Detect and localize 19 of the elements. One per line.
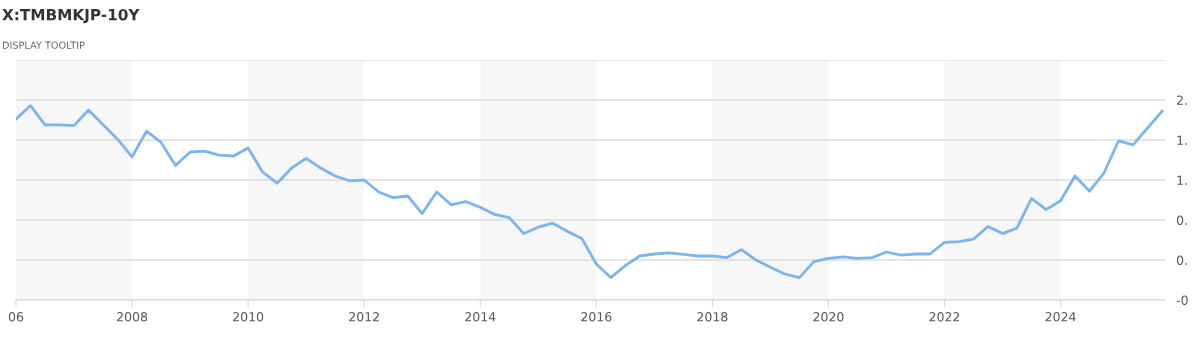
y-tick-label: 0.: [1176, 255, 1187, 265]
chart-subtitle: DISPLAY TOOLTIP: [2, 41, 85, 49]
chart-title: X:TMBMKJP-10Y: [2, 8, 140, 24]
x-tick-label: 2020: [813, 312, 844, 322]
y-tick-label: 2.: [1177, 95, 1187, 105]
x-tick-label: 2014: [465, 312, 496, 322]
line-series: [16, 104, 1164, 279]
x-tick-label: 2008: [117, 312, 148, 322]
x-tick-label: 2022: [929, 312, 960, 322]
x-tick-label: 2018: [697, 312, 728, 322]
y-tick-label: 1.: [1177, 175, 1187, 185]
x-tick-label: 2012: [349, 312, 379, 322]
x-tick-label: 2016: [581, 312, 612, 322]
x-tick-label: 06: [8, 312, 24, 322]
y-tick-label: 0.: [1176, 215, 1187, 225]
x-tick-label: 2010: [233, 312, 264, 322]
y-tick-label: -0: [1176, 295, 1188, 305]
y-tick-label: 1.: [1177, 135, 1187, 145]
x-tick-label: 2024: [1045, 312, 1076, 322]
